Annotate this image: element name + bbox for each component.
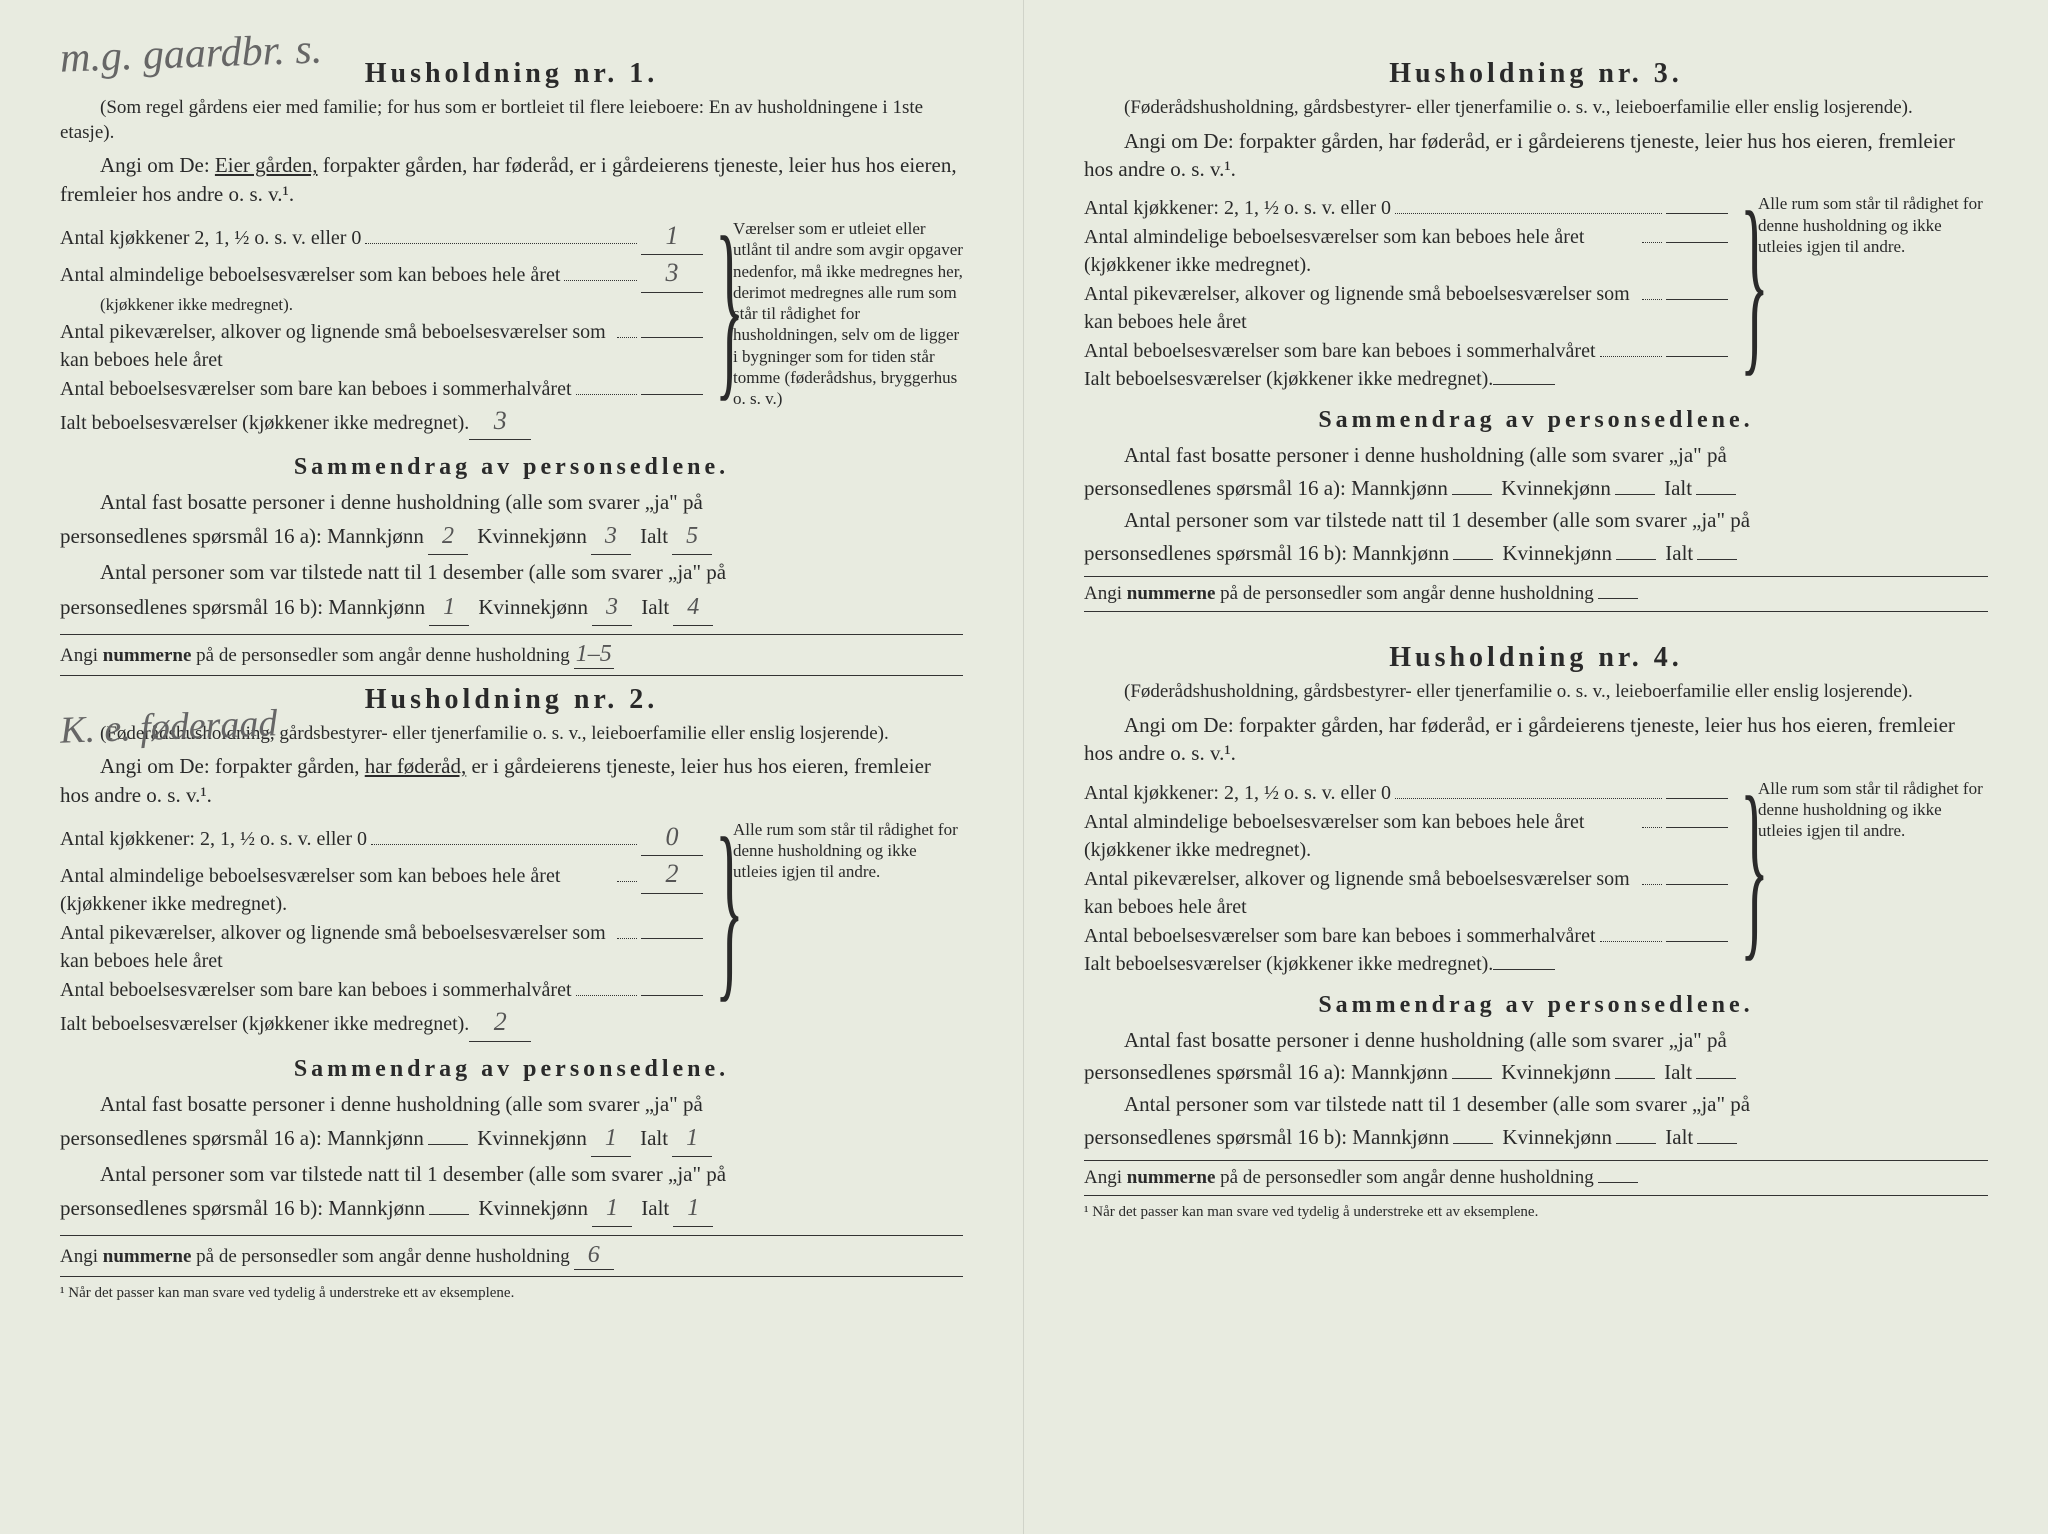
h1-r3-label: Antal pikeværelser, alkover og lignende … [60,318,613,374]
h2-summary-title: Sammendrag av personsedlene. [60,1056,963,1083]
h1-ialt-b: 4 [673,590,713,626]
h4-angi: Angi om De: forpakter gården, har føderå… [1084,711,1988,768]
h1-r1-label: Antal kjøkkener 2, 1, ½ o. s. v. eller 0 [60,224,361,252]
h2-r2-val: 2 [641,856,703,893]
h1-subtitle: (Som regel gårdens eier med familie; for… [60,96,963,145]
h1-r1-val: 1 [641,218,703,255]
h2-r1-label: Antal kjøkkener: 2, 1, ½ o. s. v. eller … [60,825,367,853]
h2-r4-val [641,995,703,996]
h3-mk-a [1452,494,1492,495]
h3-r3-val [1666,299,1728,300]
h1-ialt-a: 5 [672,519,712,555]
h1-mk-a: 2 [428,519,468,555]
h1-r5-val: 3 [469,403,531,440]
h2-sum-l1a: Antal fast bosatte personer i denne hush… [60,1089,963,1119]
h2-r2-label: Antal almindelige beboelsesværelser som … [60,862,613,918]
h2-ialt-b: 1 [673,1191,713,1227]
h2-r5-label: Ialt beboelsesværelser (kjøkkener ikke m… [60,1010,469,1038]
h3-r5-val [1493,384,1555,385]
h1-angi: Angi om De: Eier gården, forpakter gårde… [60,151,963,208]
h3-sum-l2a: Antal personer som var tilstede natt til… [1084,505,1988,535]
h1-r2-label: Antal almindelige beboelsesværelser som … [60,261,560,289]
h2-r4-label: Antal beboelsesværelser som bare kan beb… [60,976,572,1004]
footnote-right: ¹ Når det passer kan man svare ved tydel… [1084,1204,1988,1221]
h3-subtitle: (Føderådshusholdning, gårdsbestyrer- ell… [1084,96,1988,121]
h2-r3-val [641,938,703,939]
h1-summary-title: Sammendrag av personsedlene. [60,454,963,481]
h2-kk-a: 1 [591,1121,631,1157]
h1-r2-val: 3 [641,255,703,292]
h3-r2-val [1666,242,1728,243]
h3-r4-val [1666,356,1728,357]
h4-r2-val [1666,827,1728,828]
h2-sidebar: } Alle rum som står til rådighet for den… [715,819,963,1042]
h1-r3-val [641,337,703,338]
h1-r4-val [641,394,703,395]
h1-sum-l2a: Antal personer som var tilstede natt til… [60,557,963,587]
h2-r1-val: 0 [641,819,703,856]
h4-summary-title: Sammendrag av personsedlene. [1084,992,1988,1019]
footnote-left: ¹ Når det passer kan man svare ved tydel… [60,1285,963,1302]
h1-sum-l1a: Antal fast bosatte personer i denne hush… [60,487,963,517]
h4-sidebar: } Alle rum som står til rådighet for den… [1740,778,1988,978]
h3-ialt-b [1697,559,1737,560]
h4-kk-b [1616,1143,1656,1144]
h4-r4-val [1666,941,1728,942]
h1-r4-label: Antal beboelsesværelser som bare kan beb… [60,375,572,403]
h4-title: Husholdning nr. 4. [1084,642,1988,674]
h4-mk-a [1452,1078,1492,1079]
h1-mk-b: 1 [429,590,469,626]
h4-r3-val [1666,884,1728,885]
h3-r5-label: Ialt beboelsesværelser (kjøkkener ikke m… [1084,365,1493,393]
h3-r3-label: Antal pikeværelser, alkover og lignende … [1084,280,1638,336]
h4-ialt-a [1696,1078,1736,1079]
h3-r1-label: Antal kjøkkener: 2, 1, ½ o. s. v. eller … [1084,194,1391,222]
h4-r4-label: Antal beboelsesværelser som bare kan beb… [1084,922,1596,950]
handwriting-mid: K. e. føderaad [59,701,278,753]
h2-kk-b: 1 [592,1191,632,1227]
h1-kk-b: 3 [592,590,632,626]
h4-ialt-b [1697,1143,1737,1144]
h4-r3-label: Antal pikeværelser, alkover og lignende … [1084,865,1638,921]
h2-nummer: Angi nummerne på de personsedler som ang… [60,1235,963,1277]
handwriting-top: m.g. gaardbr. s. [59,25,323,82]
h4-r5-label: Ialt beboelsesværelser (kjøkkener ikke m… [1084,950,1493,978]
h4-r2-label: Antal almindelige beboelsesværelser som … [1084,808,1638,864]
h1-r5-label: Ialt beboelsesværelser (kjøkkener ikke m… [60,409,469,437]
h4-r1-label: Antal kjøkkener: 2, 1, ½ o. s. v. eller … [1084,779,1391,807]
h3-sidebar: } Alle rum som står til rådighet for den… [1740,193,1988,393]
h4-subtitle: (Føderådshusholdning, gårdsbestyrer- ell… [1084,680,1988,705]
h4-kk-a [1615,1078,1655,1079]
h4-mk-b [1453,1143,1493,1144]
h3-summary-title: Sammendrag av personsedlene. [1084,407,1988,434]
h3-r1-val [1666,213,1728,214]
h1-nummer: Angi nummerne Angi nummerne på de person… [60,634,963,676]
h4-sum-l1a: Antal fast bosatte personer i denne hush… [1084,1025,1988,1055]
h4-sum-l2a: Antal personer som var tilstede natt til… [1084,1089,1988,1119]
h2-ialt-a: 1 [672,1121,712,1157]
h3-mk-b [1453,559,1493,560]
h3-r4-label: Antal beboelsesværelser som bare kan beb… [1084,337,1596,365]
h4-nummer: Angi nummerne på de personsedler som ang… [1084,1160,1988,1196]
h1-sidebar: } Værelser som er utleiet eller utlånt t… [715,218,963,440]
h3-nummer: Angi nummerne på de personsedler som ang… [1084,576,1988,612]
h2-mk-a [428,1144,468,1145]
h3-kk-b [1616,559,1656,560]
h3-r2-label: Antal almindelige beboelsesværelser som … [1084,223,1638,279]
h3-ialt-a [1696,494,1736,495]
h4-r5-val [1493,969,1555,970]
h2-sum-l2a: Antal personer som var tilstede natt til… [60,1159,963,1189]
h3-sum-l1a: Antal fast bosatte personer i denne hush… [1084,440,1988,470]
h3-angi: Angi om De: forpakter gården, har føderå… [1084,127,1988,184]
h2-r3-label: Antal pikeværelser, alkover og lignende … [60,919,613,975]
h1-kk-a: 3 [591,519,631,555]
h4-r1-val [1666,798,1728,799]
h1-r2-sub: (kjøkkener ikke medregnet). [60,293,703,317]
h3-title: Husholdning nr. 3. [1084,58,1988,90]
h2-angi: Angi om De: forpakter gården, har føderå… [60,752,963,809]
h2-mk-b [429,1214,469,1215]
h2-r5-val: 2 [469,1004,531,1041]
h3-kk-a [1615,494,1655,495]
